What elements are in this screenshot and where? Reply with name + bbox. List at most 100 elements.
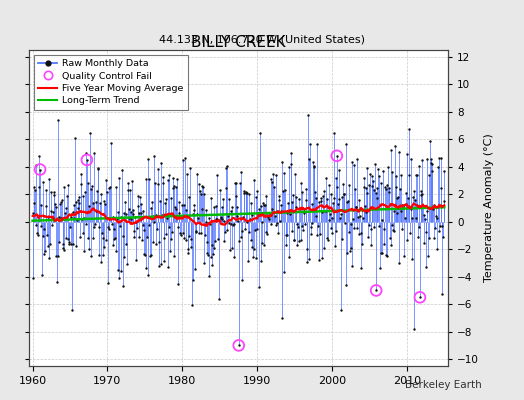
Point	[390, 228, 398, 234]
Point	[187, 244, 195, 250]
Point	[386, 234, 394, 241]
Point	[121, 199, 129, 206]
Point	[124, 180, 133, 186]
Point	[57, 215, 65, 221]
Point	[297, 180, 305, 186]
Point	[347, 263, 356, 269]
Point	[384, 164, 392, 170]
Point	[232, 180, 240, 186]
Point	[211, 203, 220, 209]
Point	[300, 210, 309, 216]
Point	[316, 194, 325, 201]
Point	[170, 183, 178, 189]
Point	[63, 193, 71, 200]
Point	[334, 200, 342, 207]
Point	[235, 342, 243, 348]
Point	[288, 199, 296, 205]
Point	[70, 201, 78, 208]
Point	[430, 202, 438, 208]
Point	[214, 236, 222, 242]
Point	[340, 190, 348, 197]
Point	[128, 178, 136, 184]
Point	[64, 182, 72, 188]
Point	[206, 221, 214, 228]
Point	[57, 198, 66, 205]
Point	[30, 184, 39, 190]
Point	[162, 195, 170, 202]
Point	[366, 171, 374, 177]
Point	[217, 214, 225, 220]
Point	[245, 190, 254, 197]
Point	[83, 180, 92, 186]
Point	[183, 246, 192, 252]
Point	[334, 166, 343, 173]
Point	[196, 188, 204, 194]
Point	[225, 220, 234, 227]
Point	[252, 255, 260, 262]
Point	[423, 156, 432, 162]
Point	[74, 194, 83, 200]
Point	[238, 276, 246, 283]
Point	[408, 215, 416, 222]
Point	[128, 211, 137, 217]
Point	[68, 307, 76, 313]
Point	[261, 202, 269, 208]
Point	[198, 206, 206, 212]
Point	[204, 252, 212, 258]
Point	[158, 212, 166, 218]
Point	[64, 239, 73, 245]
Point	[408, 256, 417, 263]
Point	[298, 222, 306, 229]
Point	[159, 180, 167, 186]
Point	[122, 240, 130, 247]
Point	[302, 197, 310, 204]
Point	[422, 264, 430, 270]
Point	[343, 199, 351, 206]
Point	[34, 232, 42, 238]
Point	[301, 221, 309, 227]
Point	[235, 342, 243, 348]
Point	[344, 198, 352, 205]
Point	[110, 236, 118, 242]
Point	[409, 194, 417, 200]
Y-axis label: Temperature Anomaly (°C): Temperature Anomaly (°C)	[485, 134, 495, 282]
Point	[372, 287, 380, 294]
Point	[214, 296, 223, 302]
Point	[115, 175, 123, 181]
Point	[297, 237, 305, 244]
Point	[311, 189, 319, 196]
Point	[262, 193, 270, 199]
Point	[350, 162, 358, 168]
Point	[95, 224, 103, 230]
Point	[66, 224, 74, 231]
Point	[239, 190, 248, 196]
Point	[60, 184, 68, 190]
Point	[290, 236, 299, 243]
Point	[298, 189, 307, 196]
Point	[164, 264, 172, 270]
Point	[154, 181, 162, 188]
Point	[219, 196, 227, 202]
Point	[324, 237, 332, 244]
Point	[294, 224, 302, 230]
Point	[342, 281, 351, 288]
Point	[45, 176, 53, 182]
Point	[61, 210, 69, 216]
Point	[86, 253, 95, 260]
Point	[421, 229, 430, 236]
Point	[256, 202, 265, 209]
Point	[363, 164, 372, 171]
Text: Berkeley Earth: Berkeley Earth	[406, 380, 482, 390]
Point	[324, 182, 333, 188]
Point	[139, 227, 148, 234]
Point	[391, 143, 399, 150]
Point	[431, 225, 439, 231]
Point	[417, 192, 425, 198]
Point	[326, 211, 334, 217]
Point	[341, 220, 349, 226]
Point	[405, 126, 413, 132]
Point	[202, 218, 211, 225]
Point	[178, 202, 186, 208]
Point	[198, 183, 206, 189]
Point	[269, 209, 278, 215]
